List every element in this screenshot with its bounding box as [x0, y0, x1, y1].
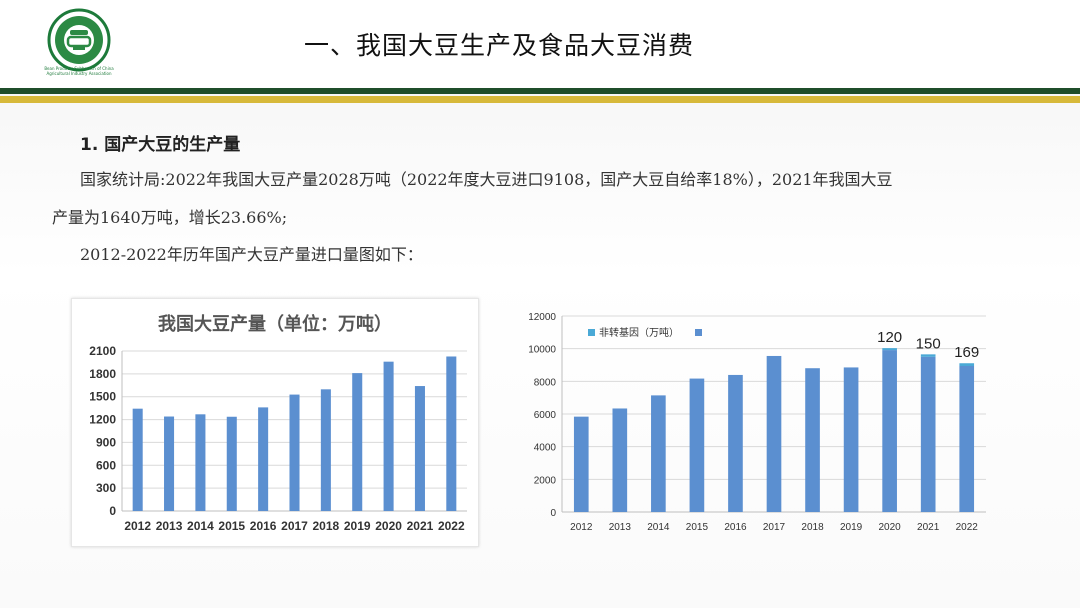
bar	[383, 361, 394, 511]
association-logo-icon	[47, 8, 111, 72]
y-tick-label: 900	[96, 435, 116, 449]
y-tick-label: 300	[96, 481, 116, 495]
bar	[843, 367, 859, 512]
data-label: 120	[877, 329, 902, 346]
import-chart-panel: 0 2000 4000 6000 8000 10000 12000 2012 2013 2014 2…	[520, 306, 1000, 538]
bar	[195, 414, 206, 511]
bar	[920, 356, 936, 512]
bar	[226, 416, 237, 511]
x-tick-label: 2012	[570, 522, 593, 533]
x-tick-label: 2019	[840, 522, 863, 533]
y-tick-label: 1200	[89, 413, 116, 427]
legend-swatch-non-gmo	[588, 329, 595, 336]
x-tick-label: 2018	[313, 519, 340, 533]
page-title: 一、我国大豆生产及食品大豆消费	[304, 31, 695, 60]
paragraph-line-1: 国家统计局:2022年我国大豆产量2028万吨（2022年度大豆进口9108，国…	[80, 170, 893, 189]
x-tick-label: 2012	[124, 519, 151, 533]
bar-segment-non-gmo	[882, 348, 897, 351]
y-tick-label: 8000	[534, 377, 557, 388]
y-tick-label: 0	[550, 508, 556, 519]
production-bar-chart: 我国大豆产量（单位：万吨） 0 300 600 900 1200 1500 1800 2100 2…	[89, 313, 467, 533]
x-tick-label: 2020	[879, 522, 902, 533]
x-tick-label: 2014	[647, 522, 670, 533]
bar	[689, 378, 705, 512]
bar	[612, 408, 628, 512]
bar	[573, 416, 589, 512]
x-tick-label: 2016	[250, 519, 277, 533]
x-tick-label: 2016	[724, 522, 747, 533]
y-tick-label: 12000	[528, 312, 556, 323]
x-tick-label: 2020	[375, 519, 402, 533]
x-tick-label: 2018	[801, 522, 824, 533]
legend-swatch-total	[695, 329, 702, 336]
chart-title: 我国大豆产量（单位：万吨）	[158, 313, 392, 334]
x-tick-label: 2015	[218, 519, 245, 533]
legend-label-non-gmo: 非转基因（万吨）	[599, 326, 679, 339]
x-tick-label: 2022	[438, 519, 465, 533]
x-tick-label: 2014	[187, 519, 214, 533]
x-tick-label: 2021	[917, 522, 940, 533]
y-tick-label: 1800	[89, 367, 116, 381]
bar	[289, 394, 300, 511]
data-label: 169	[954, 344, 979, 361]
bar	[651, 395, 666, 512]
bar-segment-non-gmo	[959, 363, 975, 366]
logo-caption: Bean Products Subbranch of China Agricul…	[44, 66, 114, 76]
bar	[258, 407, 269, 511]
y-tick-label: 1500	[89, 390, 116, 404]
y-tick-label: 600	[96, 458, 116, 472]
y-tick-label: 2100	[89, 344, 116, 358]
x-tick-label: 2017	[281, 519, 308, 533]
bar	[414, 386, 425, 511]
x-tick-label: 2019	[344, 519, 371, 533]
x-tick-label: 2013	[609, 522, 632, 533]
bar	[320, 389, 331, 511]
x-tick-label: 2013	[156, 519, 183, 533]
bar	[164, 416, 175, 511]
y-tick-label: 10000	[528, 345, 556, 356]
import-bar-chart: 0 2000 4000 6000 8000 10000 12000 2012 2013 2014 2…	[528, 312, 986, 533]
header-divider-yellow	[0, 96, 1080, 103]
x-tick-label: 2015	[686, 522, 709, 533]
paragraph-line-3: 2012-2022年历年国产大豆产量进口量图如下：	[80, 245, 423, 264]
y-tick-label: 0	[109, 504, 116, 518]
header-bar: Bean Products Subbranch of China Agricul…	[0, 0, 1080, 88]
bar-segment-non-gmo	[920, 354, 936, 357]
y-tick-label: 6000	[534, 410, 557, 421]
x-tick-label: 2021	[407, 519, 434, 533]
production-chart-panel: 我国大豆产量（单位：万吨） 0 300 600 900 1200 1500 1800 2100 2…	[71, 298, 479, 547]
bar	[766, 355, 782, 512]
bar	[959, 365, 975, 512]
y-tick-label: 4000	[534, 443, 557, 454]
bar	[728, 374, 743, 512]
x-tick-label: 2017	[763, 522, 786, 533]
y-tick-label: 2000	[534, 475, 557, 486]
header-divider-green	[0, 88, 1080, 94]
x-tick-label: 2022	[956, 522, 979, 533]
bar	[132, 408, 143, 511]
bar	[805, 368, 820, 512]
section-heading: 1. 国产大豆的生产量	[80, 135, 241, 155]
bar	[446, 356, 457, 511]
data-label: 150	[916, 335, 941, 352]
bar	[882, 350, 897, 512]
paragraph-line-2: 产量为1640万吨，增长23.66%;	[52, 208, 288, 227]
bar	[352, 373, 363, 511]
